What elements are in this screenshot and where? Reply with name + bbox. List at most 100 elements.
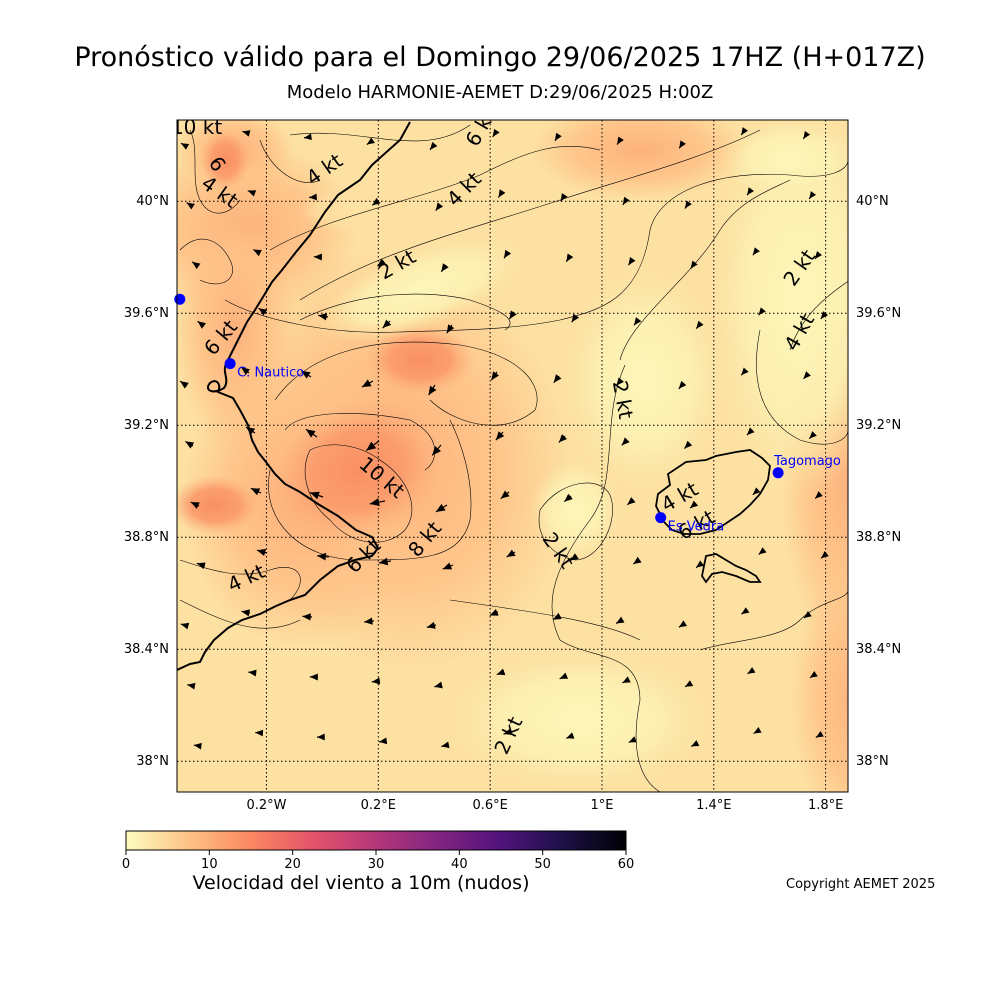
wind-speed-patch-17: [720, 120, 848, 200]
wind-arrow: [490, 371, 500, 381]
wind-arrow: [313, 253, 323, 261]
lat-tick-right: 38.8°N: [856, 530, 901, 545]
wind-arrow: [814, 491, 823, 499]
wind-arrow: [741, 607, 750, 615]
wind-arrow: [309, 491, 324, 500]
wind-arrow: [684, 680, 694, 688]
wind-arrow: [808, 431, 817, 440]
wind-arrow: [364, 617, 375, 625]
wind-arrow: [500, 490, 510, 500]
wind-speed-patch-12: [315, 236, 525, 344]
wind-arrow: [191, 261, 201, 270]
colorbar-ticks: 0 10 20 30 40 50 60: [122, 850, 634, 872]
isotach-line-20: [789, 281, 848, 351]
wind-speed-patch-11: [365, 325, 475, 395]
wind-arrow: [689, 500, 699, 509]
wind-speed-patch-14: [450, 650, 710, 790]
wind-arrow: [563, 493, 573, 503]
isotach-line-18: [179, 559, 301, 601]
wind-arrow: [240, 366, 250, 376]
wind-arrow: [747, 667, 756, 675]
wind-arrow: [492, 128, 500, 138]
isotach-line-9: [551, 364, 661, 792]
colorbar-tick-label: 40: [451, 857, 468, 872]
wind-arrow: [250, 487, 262, 496]
wind-arrow: [615, 616, 625, 624]
wind-arrow: [552, 612, 562, 621]
wind-speed-patch-13: [710, 120, 848, 500]
station-tagomago: Tagomago: [772, 454, 841, 479]
wind-arrow: [361, 379, 374, 388]
wind-arrow: [803, 611, 812, 619]
wind-arrow: [301, 370, 312, 379]
wind-arrow: [802, 131, 811, 140]
station-label: Es Vedra: [668, 520, 725, 535]
wind-arrow: [303, 133, 312, 141]
wind-arrow: [179, 380, 189, 389]
wind-speed-patch-9: [177, 475, 260, 535]
wind-arrow: [302, 613, 313, 621]
wind-arrow: [506, 549, 516, 558]
wind-arrow: [429, 141, 438, 151]
wind-arrow: [508, 310, 517, 320]
isotach-line-11: [538, 482, 613, 561]
lat-tick-left: 40°N: [136, 194, 169, 209]
wind-arrow: [678, 620, 688, 628]
colorbar-label: Velocidad del viento a 10m (nudos): [192, 872, 530, 894]
lat-tick-left: 38°N: [136, 754, 169, 769]
station-marker: [174, 293, 186, 305]
station-marker: [772, 467, 784, 479]
wind-arrow: [627, 497, 636, 506]
lon-tick: 0.6°E: [472, 798, 507, 813]
wind-arrow: [628, 736, 637, 743]
isotach-line-4: [224, 159, 848, 333]
wind-arrow: [565, 732, 575, 739]
isotach-line-6: [284, 413, 436, 471]
wind-arrow: [633, 317, 642, 326]
wind-arrow: [746, 427, 755, 436]
isotach-line-1: [269, 145, 601, 251]
wind-arrow: [622, 676, 631, 684]
wind-arrow: [196, 562, 206, 570]
wind-arrow: [426, 621, 437, 629]
wind-arrow: [242, 130, 251, 137]
wind-arrow: [317, 552, 330, 561]
wind-arrow: [558, 434, 568, 443]
wind-arrow: [803, 371, 811, 380]
wind-arrow: [371, 677, 381, 685]
wind-arrow: [814, 251, 823, 260]
lat-tick-left: 39.2°N: [124, 418, 169, 433]
wind-arrow: [503, 249, 512, 259]
isotach-line-13: [699, 589, 848, 651]
wind-arrow: [627, 257, 636, 266]
wind-arrow: [752, 247, 760, 256]
isotach-line-10: [619, 179, 791, 361]
isotach-line-19: [179, 599, 301, 629]
wind-arrow: [252, 249, 262, 257]
wind-arrows: [179, 127, 829, 750]
wind-arrow: [382, 319, 392, 329]
isotach-line-2: [299, 129, 761, 301]
wind-arrow: [571, 313, 580, 323]
wind-arrow: [180, 142, 190, 150]
wind-arrow: [378, 737, 388, 745]
wind-arrow: [186, 202, 195, 210]
wind-arrow: [678, 380, 687, 390]
lat-tick-right: 40°N: [856, 194, 889, 209]
lon-tick: 0.2°E: [361, 798, 396, 813]
lat-tick-left: 38.4°N: [124, 642, 169, 657]
wind-arrow: [565, 253, 574, 263]
wind-arrow: [690, 740, 700, 747]
station-marker: [655, 512, 667, 524]
wind-arrow: [442, 562, 454, 570]
wind-arrow: [683, 440, 693, 449]
copyright-notice: Copyright AEMET 2025: [786, 877, 936, 892]
wind-arrow: [753, 727, 762, 735]
wind-speed-patch-5: [790, 562, 848, 792]
map-frame: [176, 119, 849, 793]
formentera-coast: [701, 553, 762, 584]
wind-arrow: [366, 137, 375, 146]
wind-arrow: [497, 189, 506, 198]
wind-arrow: [434, 681, 443, 689]
colorbar: [125, 830, 627, 851]
